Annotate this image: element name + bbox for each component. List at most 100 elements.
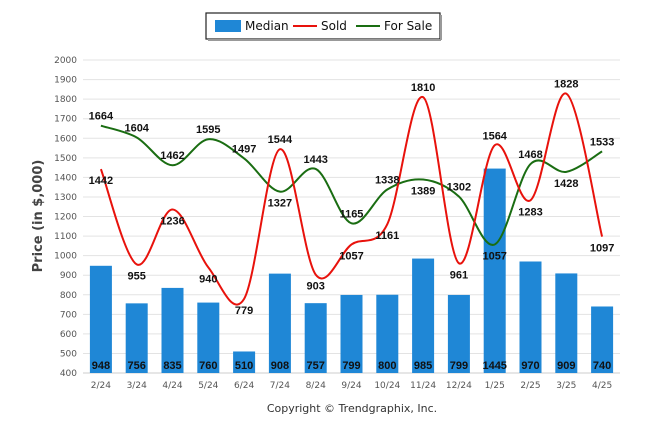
median-bar-label: 757 bbox=[307, 360, 325, 372]
median-bar-label: 799 bbox=[342, 360, 360, 372]
for-sale-point-label: 1468 bbox=[518, 149, 542, 161]
median-bar bbox=[591, 306, 614, 373]
for-sale-point-label: 1389 bbox=[411, 186, 435, 198]
median-bar-label: 760 bbox=[199, 360, 217, 372]
sold-point-label: 903 bbox=[307, 281, 325, 293]
median-bar bbox=[268, 273, 291, 373]
x-tick-label: 5/24 bbox=[198, 381, 218, 391]
sold-point-label: 955 bbox=[128, 270, 146, 282]
median-bar bbox=[161, 287, 184, 373]
for-sale-point-label: 1595 bbox=[196, 124, 220, 136]
sold-point-label: 1564 bbox=[482, 130, 507, 142]
y-tick-label: 500 bbox=[60, 349, 77, 359]
x-tick-label: 2/24 bbox=[91, 381, 111, 391]
for-sale-point-label: 1462 bbox=[160, 150, 184, 162]
x-tick-label: 8/24 bbox=[306, 381, 326, 391]
median-bar bbox=[447, 294, 470, 373]
median-bar-label: 800 bbox=[378, 360, 396, 372]
median-bar-label: 740 bbox=[593, 360, 611, 372]
median-bars bbox=[89, 168, 614, 373]
median-bar-label: 948 bbox=[92, 360, 110, 372]
for-sale-point-label: 1497 bbox=[232, 143, 256, 155]
legend-swatch-median bbox=[215, 20, 241, 32]
y-tick-label: 1100 bbox=[54, 232, 77, 242]
median-bar-label: 970 bbox=[521, 360, 539, 372]
for-sale-point-label: 1302 bbox=[447, 182, 471, 194]
x-tick-label: 4/25 bbox=[592, 381, 612, 391]
median-bar bbox=[304, 303, 327, 373]
x-tick-label: 9/24 bbox=[341, 381, 361, 391]
y-tick-label: 600 bbox=[60, 330, 77, 340]
median-bar-label: 835 bbox=[163, 360, 181, 372]
y-tick-label: 1200 bbox=[54, 213, 77, 223]
median-bar-label: 985 bbox=[414, 360, 432, 372]
sold-point-label: 1810 bbox=[411, 82, 435, 94]
for-sale-point-label: 1664 bbox=[89, 111, 114, 123]
median-bar bbox=[555, 273, 578, 373]
sold-point-label: 779 bbox=[235, 305, 253, 317]
x-tick-label: 12/24 bbox=[446, 381, 472, 391]
median-bar bbox=[340, 294, 363, 373]
median-bar bbox=[197, 302, 220, 373]
x-tick-label: 6/24 bbox=[234, 381, 254, 391]
median-bar bbox=[233, 351, 256, 373]
y-tick-label: 800 bbox=[60, 291, 77, 301]
median-bar bbox=[89, 265, 112, 373]
sold-point-label: 940 bbox=[199, 273, 217, 285]
x-tick-label: 1/25 bbox=[485, 381, 505, 391]
y-tick-label: 1400 bbox=[54, 173, 77, 183]
x-tick-label: 10/24 bbox=[374, 381, 400, 391]
for-sale-point-label: 1338 bbox=[375, 175, 399, 187]
for-sale-point-label: 1428 bbox=[554, 178, 578, 190]
x-axis-ticks: 2/24 3/24 4/24 5/24 6/24 7/24 8/24 9/24 10/24 11/… bbox=[91, 381, 612, 391]
median-bar-label: 799 bbox=[450, 360, 468, 372]
for-sale-point-label: 1533 bbox=[590, 136, 614, 148]
sold-point-label: 1442 bbox=[89, 175, 113, 187]
y-tick-label: 1900 bbox=[54, 76, 77, 86]
sold-point-label: 1236 bbox=[160, 215, 184, 227]
legend-label-sold: Sold bbox=[321, 19, 347, 33]
for-sale-point-label: 1604 bbox=[124, 122, 149, 134]
legend-box bbox=[205, 12, 441, 40]
y-tick-label: 1700 bbox=[54, 115, 77, 125]
sold-point-label: 1057 bbox=[339, 250, 363, 262]
median-bar-label: 510 bbox=[235, 360, 253, 372]
median-bar bbox=[519, 261, 542, 373]
x-tick-label: 7/24 bbox=[270, 381, 290, 391]
sold-point-label: 1283 bbox=[518, 206, 542, 218]
x-tick-label: 2/25 bbox=[520, 381, 540, 391]
median-bar bbox=[483, 168, 506, 373]
for-sale-line bbox=[100, 124, 603, 246]
y-tick-label: 700 bbox=[60, 310, 77, 320]
bar-value-labels: 948 756 835 760 510 908 757 799 800 985 799 1445 970… bbox=[92, 360, 612, 372]
copyright: Copyright © Trendgraphix, Inc. bbox=[267, 402, 437, 415]
series-lines bbox=[99, 92, 604, 306]
line-value-labels: 1442 955 1236 940 779 1544 903 1057 1161 1810 961 1… bbox=[89, 79, 615, 317]
y-tick-label: 1000 bbox=[54, 252, 77, 262]
median-bar-label: 909 bbox=[557, 360, 575, 372]
for-sale-point-label: 1327 bbox=[268, 198, 292, 210]
for-sale-point-label: 1165 bbox=[340, 208, 364, 220]
for-sale-point-label: 1057 bbox=[482, 250, 506, 262]
y-axis-title: Price (in $,000) bbox=[31, 160, 46, 273]
y-axis-ticks: 400 500 600 700 800 900 1000 1100 1200 1300 1400 15… bbox=[54, 56, 77, 379]
y-tick-label: 1500 bbox=[54, 154, 77, 164]
y-tick-label: 1300 bbox=[54, 193, 77, 203]
median-bar-label: 908 bbox=[271, 360, 289, 372]
x-tick-label: 3/24 bbox=[127, 381, 147, 391]
sold-point-label: 1544 bbox=[268, 134, 293, 146]
x-tick-label: 3/25 bbox=[556, 381, 576, 391]
y-tick-label: 2000 bbox=[54, 56, 77, 66]
median-bar bbox=[412, 258, 435, 373]
sold-line bbox=[99, 92, 604, 306]
for-sale-point-label: 1443 bbox=[303, 154, 327, 166]
median-bar-label: 1445 bbox=[482, 360, 506, 372]
sold-point-label: 1097 bbox=[590, 243, 614, 255]
legend: Median Sold For Sale bbox=[205, 12, 442, 41]
median-bar-label: 756 bbox=[128, 360, 146, 372]
median-bar bbox=[125, 303, 148, 373]
sold-point-label: 1161 bbox=[375, 230, 399, 242]
sold-point-label: 1828 bbox=[554, 79, 578, 91]
x-tick-label: 4/24 bbox=[162, 381, 182, 391]
